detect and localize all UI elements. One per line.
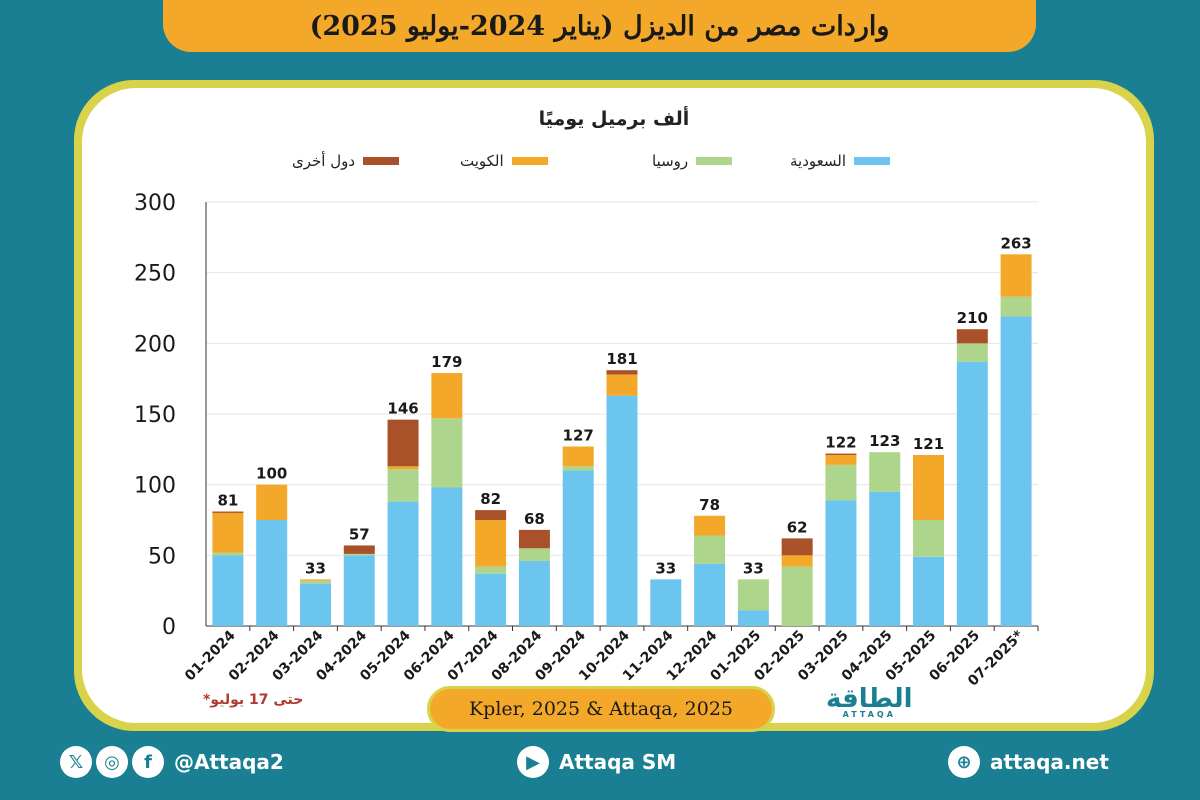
footnote: *حتى 17 يوليو [203,692,304,708]
legend-item-kuwait: الكويت [460,150,548,172]
footer-youtube: ▶ Attaqa SM [517,745,676,779]
social-handle[interactable]: @Attaqa2 [174,750,284,774]
website-link[interactable]: attaqa.net [990,750,1109,774]
legend-swatch [363,157,400,165]
legend-label: السعودية [790,152,847,170]
footer-website: ⊕ attaqa.net [948,745,1109,779]
legend-label: روسيا [652,152,689,170]
title-bar: واردات مصر من الديزل (يناير 2024-يوليو 2… [163,0,1036,52]
logo-sub: ATTAQA [842,710,896,719]
legend-swatch [854,157,891,165]
page-title: واردات مصر من الديزل (يناير 2024-يوليو 2… [309,10,890,42]
attaqa-logo: الطاقة ATTAQA [826,684,913,719]
footer-social: 𝕏 ◎ f @Attaqa2 [60,745,284,779]
globe-icon[interactable]: ⊕ [948,746,980,778]
source-text: Kpler, 2025 & Attaqa, 2025 [468,698,733,720]
instagram-icon[interactable]: ◎ [96,746,128,778]
logo-text: الطاقة [826,684,913,714]
source-badge: Kpler, 2025 & Attaqa, 2025 [427,686,775,732]
legend-label: الكويت [460,152,504,170]
legend-label: دول أخرى [292,152,356,170]
legend-swatch [696,157,733,165]
youtube-icon[interactable]: ▶ [517,746,549,778]
legend-item-other: دول أخرى [292,150,400,172]
legend-swatch [511,157,548,165]
legend-item-saudi: السعودية [790,150,891,172]
unit-label: ألف برميل يوميًا [538,108,690,130]
chart-panel: ألف برميل يوميًا السعودية روسيا الكويت د… [82,88,1146,723]
x-icon[interactable]: 𝕏 [60,746,92,778]
youtube-handle[interactable]: Attaqa SM [559,750,677,774]
facebook-icon[interactable]: f [132,746,164,778]
legend-item-russia: روسيا [652,150,733,172]
